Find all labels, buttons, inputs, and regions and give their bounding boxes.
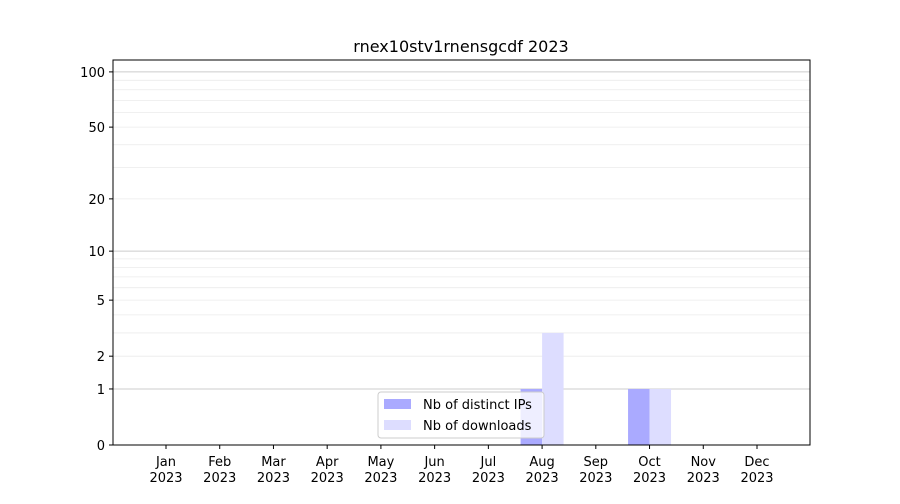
y-tick-label: 20 — [88, 193, 105, 208]
legend-swatch — [384, 399, 411, 409]
bar-nb-of-distinct-ips — [628, 388, 650, 445]
legend-label: Nb of downloads — [423, 419, 532, 434]
chart-title: rnex10stv1rnensgcdf 2023 — [353, 37, 568, 56]
x-tick-label: May 2023 — [364, 455, 397, 486]
x-tick-label: Jan 2023 — [149, 455, 182, 486]
x-tick-label: Apr 2023 — [311, 455, 344, 486]
y-tick-label: 5 — [97, 294, 105, 309]
legend: Nb of distinct IPs Nb of downloads — [377, 391, 545, 439]
y-tick-label: 2 — [97, 350, 105, 365]
x-tick-label: Jun 2023 — [418, 455, 451, 486]
y-tick-label: 1 — [97, 383, 105, 398]
y-tick-label: 0 — [97, 439, 105, 454]
y-tick-label: 50 — [88, 121, 105, 136]
y-tick-label: 100 — [80, 66, 105, 81]
x-tick-label: Oct 2023 — [633, 455, 666, 486]
legend-swatch — [384, 420, 411, 430]
x-tick-label: Aug 2023 — [526, 455, 559, 486]
x-tick-label: Dec 2023 — [740, 455, 773, 486]
x-tick-label: Sep 2023 — [579, 455, 612, 486]
x-tick-label: Feb 2023 — [203, 455, 236, 486]
y-tick-label: 10 — [88, 245, 105, 260]
bar-nb-of-downloads — [542, 332, 564, 445]
x-tick-label: Jul 2023 — [472, 455, 505, 486]
x-tick-label: Mar 2023 — [257, 455, 290, 486]
legend-box — [377, 391, 545, 439]
axes-frame — [112, 59, 811, 446]
x-tick-label: Nov 2023 — [687, 455, 720, 486]
bar-nb-of-downloads — [649, 388, 672, 445]
legend-label: Nb of distinct IPs — [423, 398, 532, 413]
